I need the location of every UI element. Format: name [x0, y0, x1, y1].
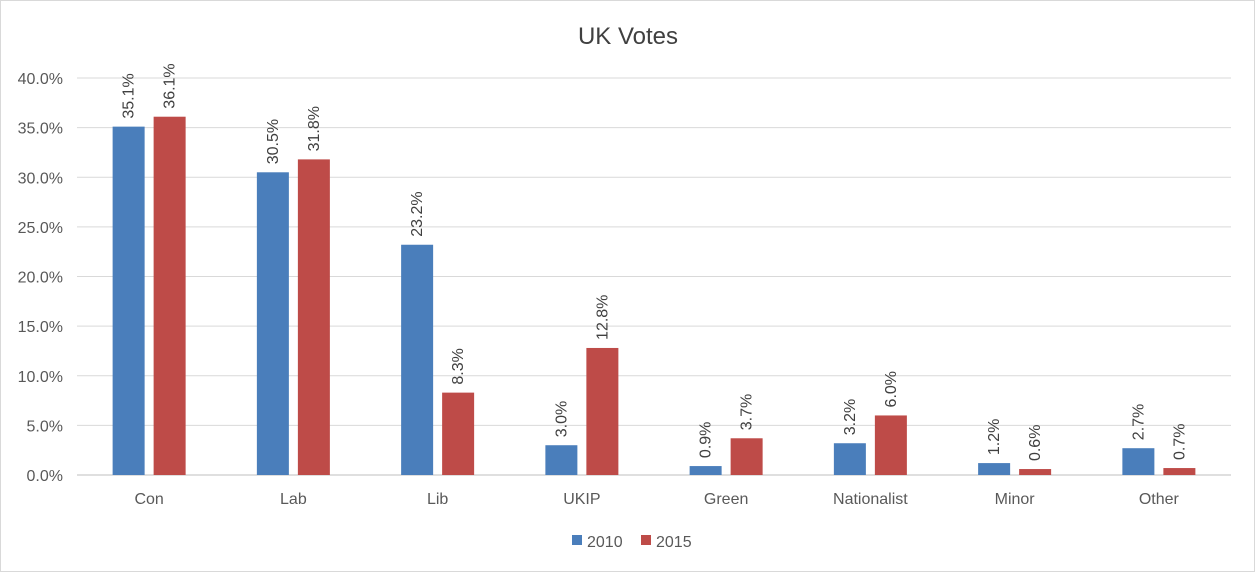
- bar-2015-ukip: [586, 347, 619, 475]
- data-label: 0.6%: [1027, 425, 1044, 461]
- bar-2010-nationalist: [833, 443, 866, 475]
- legend: 2010 2015: [572, 534, 692, 551]
- gridlines: [77, 77, 1231, 476]
- bar-2015-lib: [442, 392, 475, 475]
- data-label: 36.1%: [162, 63, 179, 108]
- bar-2015-nationalist: [874, 415, 907, 475]
- data-label: 12.8%: [594, 295, 611, 340]
- y-tick-label: 15.0%: [18, 319, 63, 336]
- bar-2015-lab: [297, 159, 330, 475]
- bar-2010-ukip: [545, 445, 578, 475]
- data-label: 35.1%: [121, 73, 138, 118]
- y-tick-label: 0.0%: [27, 468, 63, 485]
- bar-2015-green: [730, 438, 763, 475]
- data-label: 1.2%: [986, 419, 1003, 455]
- legend-swatch-2015: [641, 535, 651, 545]
- data-labels: 35.1% 36.1% 30.5% 31.8% 23.2% 8.3% 3.0% 12.8% 0.…: [121, 63, 1189, 461]
- data-label: 3.0%: [553, 401, 570, 437]
- x-tick-label: Green: [704, 491, 748, 508]
- y-axis-tick-labels: 0.0% 5.0% 10.0% 15.0% 20.0% 25.0% 30.0% 35.0% 40…: [18, 71, 63, 485]
- bar-2010-con: [112, 126, 145, 475]
- data-label: 8.3%: [450, 348, 467, 384]
- data-label: 2.7%: [1130, 404, 1147, 440]
- y-tick-label: 25.0%: [18, 220, 63, 237]
- bar-2015-other: [1163, 468, 1196, 475]
- y-tick-label: 10.0%: [18, 369, 63, 386]
- data-label: 6.0%: [883, 371, 900, 407]
- x-tick-label: Con: [134, 491, 163, 508]
- bar-2015-minor: [1019, 469, 1052, 475]
- x-tick-label: UKIP: [563, 491, 600, 508]
- data-label: 0.7%: [1171, 424, 1188, 460]
- y-tick-label: 20.0%: [18, 270, 63, 287]
- data-label: 3.7%: [739, 394, 756, 430]
- bar-2010-minor: [978, 463, 1011, 475]
- data-label: 0.9%: [698, 422, 715, 458]
- bar-2010-green: [689, 466, 722, 475]
- bar-2010-lib: [401, 244, 434, 475]
- legend-label: 2010: [587, 534, 623, 551]
- data-label: 23.2%: [409, 191, 426, 236]
- x-tick-label: Other: [1139, 491, 1180, 508]
- y-tick-label: 30.0%: [18, 170, 63, 187]
- y-tick-label: 35.0%: [18, 121, 63, 138]
- data-label: 31.8%: [306, 106, 323, 151]
- y-tick-label: 40.0%: [18, 71, 63, 88]
- data-label: 30.5%: [265, 119, 282, 164]
- legend-swatch-2010: [572, 535, 582, 545]
- data-label: 3.2%: [842, 399, 859, 435]
- bar-2010-lab: [256, 172, 289, 475]
- legend-label: 2015: [656, 534, 692, 551]
- x-axis-tick-labels: Con Lab Lib UKIP Green Nationalist Minor Other: [134, 491, 1179, 508]
- x-tick-label: Lab: [280, 491, 307, 508]
- bar-2015-con: [153, 116, 186, 476]
- y-tick-label: 5.0%: [27, 418, 63, 435]
- bar-2010-other: [1122, 448, 1155, 475]
- x-tick-label: Nationalist: [833, 491, 908, 508]
- x-tick-label: Lib: [427, 491, 448, 508]
- bars: [112, 116, 1196, 476]
- chart-title: UK Votes: [578, 23, 678, 50]
- x-tick-label: Minor: [995, 491, 1036, 508]
